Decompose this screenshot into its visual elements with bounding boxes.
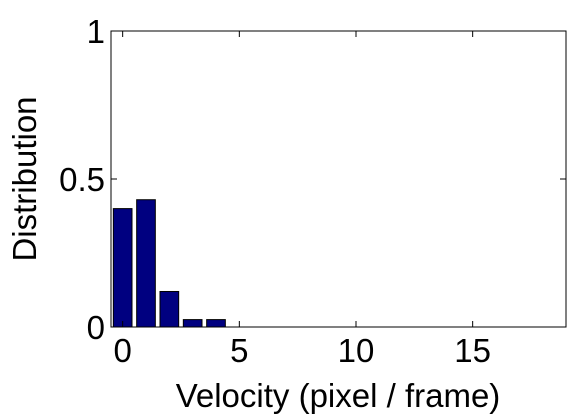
y-tick-label: 0.5: [59, 161, 105, 198]
x-tick-label: 15: [454, 332, 491, 369]
x-tick-label: 10: [338, 332, 375, 369]
x-axis-label: Velocity (pixel / frame): [176, 377, 501, 414]
bar-1: [136, 199, 156, 328]
y-axis: 00.51: [59, 13, 566, 346]
bar-2: [159, 290, 180, 328]
bar-0: [112, 208, 133, 328]
x-tick-label: 5: [230, 332, 248, 369]
x-axis: 0 5 10 15: [113, 31, 491, 369]
y-tick-label: 0: [87, 309, 105, 346]
plot-area: [111, 31, 566, 327]
y-axis-label: Distribution: [6, 96, 43, 261]
bars-group: [112, 199, 226, 328]
bar-3: [182, 319, 203, 328]
x-tick-label: 0: [113, 332, 131, 369]
y-tick-label: 1: [87, 13, 105, 50]
bar-4: [206, 319, 226, 328]
